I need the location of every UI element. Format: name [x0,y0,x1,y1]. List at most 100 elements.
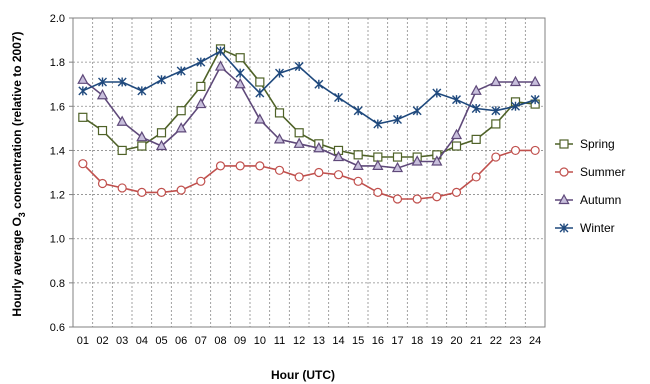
data-point-winter [98,77,107,87]
x-axis-ticks: 01 02 03 04 05 06 07 08 09 10 11 12 13 14 15 16 17 18 19 20… [77,335,542,347]
data-point-autumn [372,159,384,170]
data-point-spring [137,141,147,151]
x-tick-label: 03 [116,335,128,347]
y-tick-label: 1.2 [50,190,65,202]
data-point-autumn [391,161,404,173]
x-axis-title: Hour (UTC) [271,368,335,382]
x-tick-label: 16 [372,335,384,347]
data-point-winter [491,106,501,116]
x-tick-label: 23 [509,335,521,347]
data-point-spring [196,81,206,92]
x-tick-label: 13 [313,335,325,347]
legend: Spring Summer Autumn Winter [555,137,625,235]
y-tick-label: 0.8 [50,278,65,290]
y-axis-ticks: 0.6 0.8 1.0 1.2 1.4 1.6 1.8 2.0 [50,13,73,334]
data-point-spring [78,112,88,122]
data-point-spring [235,53,245,63]
data-point-autumn [509,75,522,87]
data-point-summer [137,187,147,197]
data-point-summer [294,172,304,182]
data-point-summer [117,183,127,193]
data-point-spring [274,108,285,118]
data-point-autumn [313,141,325,153]
y-tick-label: 0.6 [50,322,65,334]
data-point-autumn [431,155,443,166]
data-point-spring [294,128,304,138]
data-point-summer [392,194,403,204]
x-tick-label: 12 [293,335,305,347]
legend-item-autumn: Autumn [555,193,621,207]
x-tick-label: 20 [450,335,462,347]
x-tick-label: 02 [96,335,108,347]
x-tick-label: 11 [274,335,285,347]
data-point-spring [117,145,127,156]
series-summer [78,145,540,204]
x-tick-label: 18 [411,335,423,347]
data-point-winter [471,103,481,113]
data-point-summer [156,187,167,197]
data-point-summer [471,172,481,182]
data-point-summer [176,185,186,195]
x-tick-label: 19 [431,335,443,347]
legend-marker-summer [559,167,569,177]
plot-area-border [72,17,546,328]
data-point-winter [255,88,265,98]
data-point-spring [353,150,363,160]
data-point-winter [235,68,245,78]
legend-item-summer: Summer [555,165,625,179]
series-line-autumn [82,65,536,169]
data-point-summer [235,161,245,171]
data-point-summer [412,194,422,204]
data-point-winter [452,95,461,105]
data-point-spring [97,125,108,136]
data-point-autumn [450,128,463,140]
data-point-winter [511,101,520,111]
data-point-winter [216,46,225,56]
legend-label-winter: Winter [580,221,615,235]
data-point-winter [275,68,284,78]
data-point-summer [333,170,344,180]
data-point-summer [491,152,501,162]
data-point-winter [412,106,422,116]
data-point-winter [314,79,324,89]
data-point-spring [451,141,462,151]
x-tick-label: 15 [352,335,364,347]
data-point-autumn [77,73,89,84]
data-point-summer [373,187,383,197]
data-point-spring [392,152,403,162]
data-point-winter [432,88,442,98]
series-autumn [77,60,541,173]
data-point-summer [451,187,462,197]
grid-lines [73,18,545,327]
x-tick-label: 09 [234,335,246,347]
x-tick-label: 17 [391,335,403,347]
data-point-spring [176,106,186,116]
legend-label-autumn: Autumn [580,193,621,207]
data-point-winter [176,66,186,76]
y-tick-label: 2.0 [50,13,65,25]
data-point-winter [373,119,383,129]
data-point-winter [157,75,166,85]
data-point-winter [137,86,147,96]
legend-marker-autumn [558,193,570,205]
y-axis-title: Hourly average O3 concentration (relativ… [10,31,27,316]
data-point-summer [510,145,521,156]
data-point-summer [314,167,324,178]
data-point-autumn [332,150,345,162]
x-tick-label: 06 [175,335,187,347]
data-point-autumn [490,75,502,87]
x-tick-label: 24 [529,335,541,347]
data-point-winter [294,62,304,72]
data-point-autumn [411,155,423,166]
legend-item-winter: Winter [555,221,615,235]
x-tick-label: 01 [77,335,89,347]
data-point-summer [196,176,206,186]
x-tick-label: 05 [155,335,167,347]
y-tick-label: 1.0 [50,234,65,246]
x-tick-label: 10 [254,335,266,347]
data-point-autumn [96,88,109,100]
x-tick-label: 08 [214,335,226,347]
data-point-autumn [175,122,187,133]
data-point-winter [334,92,343,102]
